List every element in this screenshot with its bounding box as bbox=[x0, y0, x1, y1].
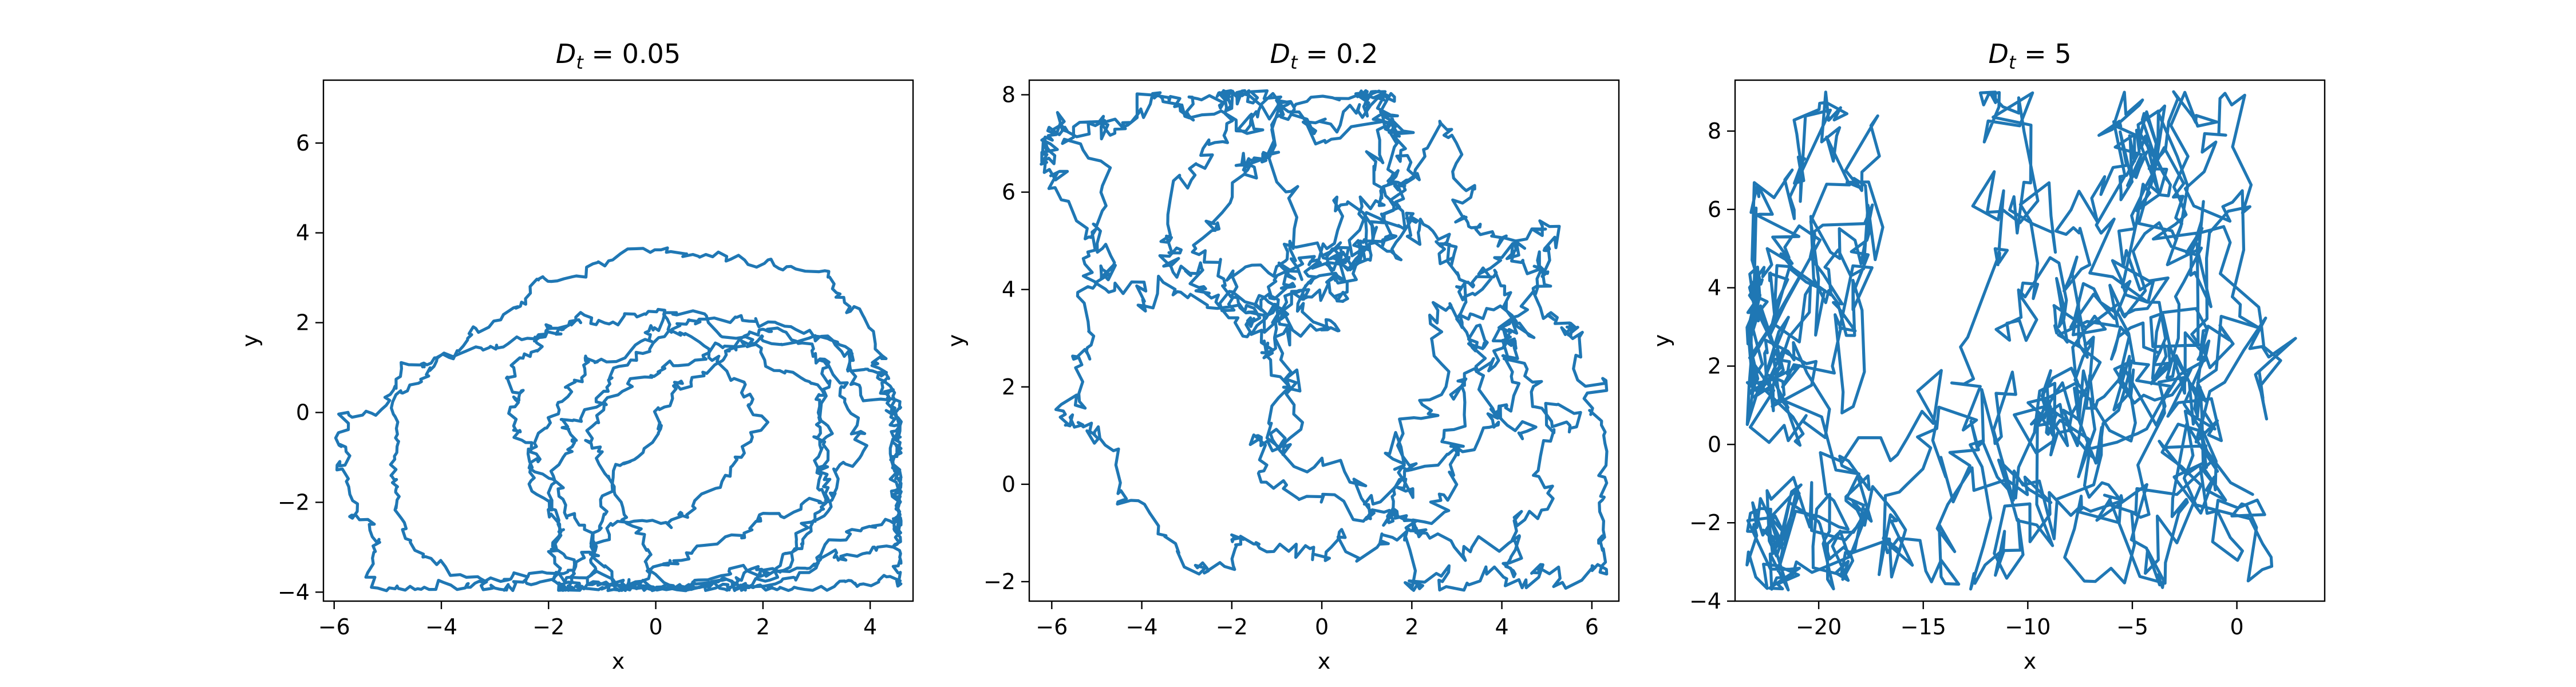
title-subscript: t bbox=[1290, 52, 1298, 73]
y-tick-label: 4 bbox=[1708, 275, 1721, 301]
x-tick-label: −2 bbox=[1216, 614, 1248, 639]
x-tick-label: −10 bbox=[2005, 614, 2050, 639]
chart-title: Dt = 0.05 bbox=[556, 38, 681, 73]
y-tick-label: 2 bbox=[296, 310, 310, 335]
y-tick-label: 0 bbox=[1002, 472, 1016, 497]
y-axis-label: y bbox=[238, 334, 263, 348]
x-tick-label: 4 bbox=[863, 614, 877, 639]
y-tick-label: 4 bbox=[296, 220, 310, 246]
axes-frame bbox=[322, 79, 914, 602]
title-value: = 0.2 bbox=[1298, 38, 1378, 69]
x-tick-label: 2 bbox=[1405, 614, 1419, 639]
y-tick-label: 6 bbox=[296, 131, 310, 156]
y-axis-label: y bbox=[1649, 334, 1674, 348]
x-tick-label: −6 bbox=[318, 614, 350, 639]
y-tick-label: 2 bbox=[1708, 353, 1721, 378]
y-tick-label: 4 bbox=[1002, 277, 1016, 302]
y-tick-label: 2 bbox=[1002, 374, 1016, 400]
y-tick-label: −2 bbox=[983, 569, 1016, 594]
x-tick-label: 4 bbox=[1495, 614, 1508, 639]
y-tick-label: −4 bbox=[1689, 589, 1721, 614]
axes-frame bbox=[1028, 79, 1620, 602]
x-tick-label: −5 bbox=[2116, 614, 2148, 639]
y-tick-label: −4 bbox=[278, 579, 310, 605]
title-symbol: D bbox=[1270, 38, 1290, 69]
x-tick-label: 0 bbox=[1315, 614, 1329, 639]
x-tick-label: 2 bbox=[756, 614, 770, 639]
title-subscript: t bbox=[576, 52, 584, 73]
x-tick-label: 0 bbox=[649, 614, 662, 639]
y-tick-label: 8 bbox=[1708, 119, 1721, 144]
trajectory-line bbox=[334, 246, 903, 593]
chart-title: Dt = 5 bbox=[1988, 38, 2071, 73]
x-tick-label: 0 bbox=[2230, 614, 2244, 639]
trajectory-line bbox=[1040, 89, 1609, 592]
subplot-2: −6 −4 −2 0 2 4 6 −2 0 2 4 6 8 x y Dt = 0.2 bbox=[943, 38, 1620, 674]
y-tick-label: 8 bbox=[1002, 82, 1016, 108]
title-symbol: D bbox=[1988, 38, 2008, 69]
x-tick-label: −20 bbox=[1796, 614, 1842, 639]
chart-title: Dt = 0.2 bbox=[1270, 38, 1378, 73]
subplot-1: −6 −4 −2 0 2 4 −4 −2 0 2 4 6 x y Dt = 0.05 bbox=[238, 38, 914, 674]
y-tick-label: 0 bbox=[1708, 432, 1721, 457]
x-tick-label: 6 bbox=[1585, 614, 1599, 639]
y-tick-label: 6 bbox=[1708, 197, 1721, 222]
title-symbol: D bbox=[556, 38, 576, 69]
x-tick-label: −2 bbox=[532, 614, 564, 639]
axes-frame bbox=[1734, 79, 2326, 602]
x-tick-label: −4 bbox=[1126, 614, 1158, 639]
y-axis-label: y bbox=[943, 334, 969, 348]
x-tick-label: −4 bbox=[425, 614, 457, 639]
x-axis-label: x bbox=[612, 649, 625, 674]
y-tick-label: 0 bbox=[296, 400, 310, 425]
title-value: = 0.05 bbox=[583, 38, 681, 69]
title-value: = 5 bbox=[2016, 38, 2071, 69]
y-tick-label: −2 bbox=[1689, 510, 1721, 535]
x-axis-label: x bbox=[2024, 649, 2037, 674]
y-tick-label: 6 bbox=[1002, 180, 1016, 205]
y-tick-label: −2 bbox=[278, 489, 310, 515]
x-tick-label: −6 bbox=[1036, 614, 1068, 639]
x-axis-label: x bbox=[1318, 649, 1331, 674]
title-subscript: t bbox=[2009, 52, 2017, 73]
trajectory-line bbox=[1745, 90, 2297, 592]
x-tick-label: −15 bbox=[1901, 614, 1946, 639]
